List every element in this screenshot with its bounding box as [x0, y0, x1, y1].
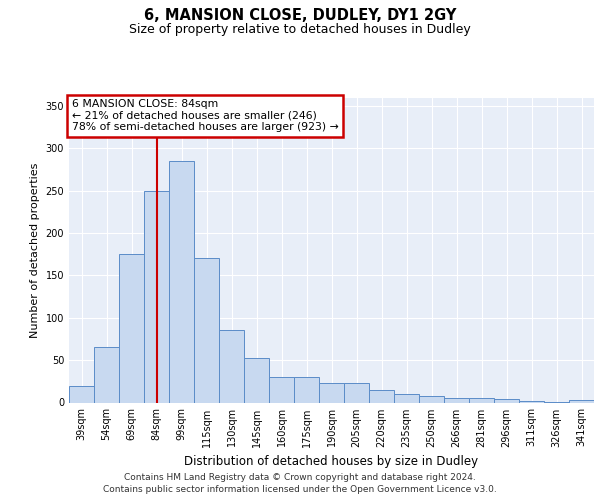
Bar [119, 254, 144, 402]
Bar [194, 258, 219, 402]
Bar [244, 358, 269, 403]
Bar [419, 396, 444, 402]
Bar [469, 398, 494, 402]
X-axis label: Distribution of detached houses by size in Dudley: Distribution of detached houses by size … [184, 455, 479, 468]
Bar [369, 390, 394, 402]
Text: 6 MANSION CLOSE: 84sqm
← 21% of detached houses are smaller (246)
78% of semi-de: 6 MANSION CLOSE: 84sqm ← 21% of detached… [71, 99, 338, 132]
Bar [69, 386, 94, 402]
Text: Contains public sector information licensed under the Open Government Licence v3: Contains public sector information licen… [103, 485, 497, 494]
Y-axis label: Number of detached properties: Number of detached properties [30, 162, 40, 338]
Bar [144, 190, 169, 402]
Bar [394, 394, 419, 402]
Bar [444, 398, 469, 402]
Text: Contains HM Land Registry data © Crown copyright and database right 2024.: Contains HM Land Registry data © Crown c… [124, 472, 476, 482]
Bar [344, 383, 369, 402]
Bar [519, 401, 544, 402]
Bar [94, 348, 119, 403]
Bar [169, 161, 194, 402]
Bar [294, 377, 319, 402]
Bar [219, 330, 244, 402]
Text: 6, MANSION CLOSE, DUDLEY, DY1 2GY: 6, MANSION CLOSE, DUDLEY, DY1 2GY [144, 8, 456, 22]
Bar [569, 400, 594, 402]
Text: Size of property relative to detached houses in Dudley: Size of property relative to detached ho… [129, 22, 471, 36]
Bar [319, 383, 344, 402]
Bar [494, 399, 519, 402]
Bar [269, 377, 294, 402]
